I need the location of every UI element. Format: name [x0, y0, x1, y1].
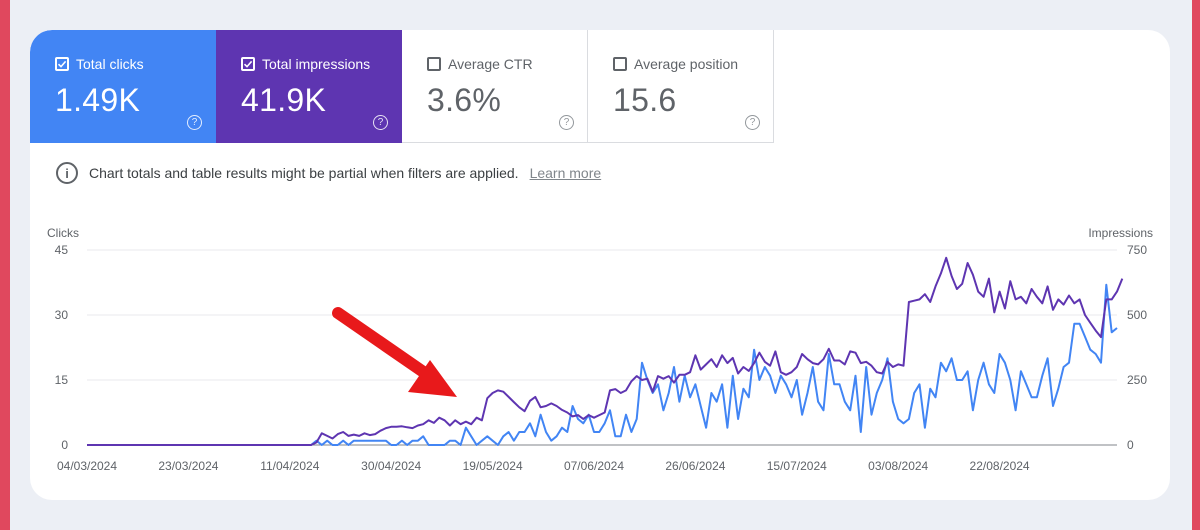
metric-value: 3.6%	[427, 82, 502, 118]
x-tick-label: 04/03/2024	[57, 459, 117, 473]
checkbox-unchecked-icon[interactable]	[427, 57, 441, 71]
frame-left-border	[0, 0, 10, 530]
y-tick-right: 500	[1127, 308, 1147, 322]
metric-average-position[interactable]: Average position 15.6 ?	[588, 30, 774, 143]
y-tick-right: 250	[1127, 373, 1147, 387]
y-tick-left: 15	[55, 373, 69, 387]
y-tick-right: 750	[1127, 243, 1147, 257]
checkbox-checked-icon[interactable]	[241, 57, 255, 71]
x-tick-label: 26/06/2024	[665, 459, 725, 473]
series-line-clicks	[87, 283, 1118, 446]
y-tick-left: 45	[55, 243, 69, 257]
red-arrow-annotation	[332, 307, 457, 397]
partial-results-notice: i Chart totals and table results might b…	[56, 162, 601, 184]
help-icon[interactable]: ?	[373, 115, 388, 130]
x-tick-label: 03/08/2024	[868, 459, 928, 473]
x-tick-label: 23/03/2024	[158, 459, 218, 473]
metric-value: 1.49K	[55, 82, 141, 118]
help-icon[interactable]: ?	[187, 115, 202, 130]
performance-chart: 0 15 30 45 0 250 500 750 Clicks Impressions 04/03/…	[47, 226, 1153, 473]
metric-value: 41.9K	[241, 82, 327, 118]
metric-label: Average CTR	[448, 56, 533, 72]
notice-text: Chart totals and table results might be …	[89, 165, 519, 181]
metric-label: Total clicks	[76, 56, 144, 72]
frame-right-border	[1192, 0, 1200, 530]
y-axis-title-left: Clicks	[47, 226, 79, 240]
series-line-impressions	[87, 256, 1124, 446]
x-tick-label: 11/04/2024	[260, 459, 319, 473]
y-tick-right: 0	[1127, 438, 1134, 452]
help-icon[interactable]: ?	[745, 115, 760, 130]
performance-card: Total clicks 1.49K ? Total impressions 4…	[30, 30, 1170, 500]
info-icon: i	[56, 162, 78, 184]
checkbox-checked-icon[interactable]	[55, 57, 69, 71]
x-tick-label: 19/05/2024	[463, 459, 523, 473]
metric-average-ctr[interactable]: Average CTR 3.6% ?	[402, 30, 588, 143]
y-tick-left: 0	[61, 438, 68, 452]
metric-value: 15.6	[613, 82, 677, 118]
x-tick-label: 22/08/2024	[970, 459, 1030, 473]
metric-label: Total impressions	[262, 56, 371, 72]
help-icon[interactable]: ?	[559, 115, 574, 130]
x-tick-label: 15/07/2024	[767, 459, 827, 473]
metric-label: Average position	[634, 56, 739, 72]
learn-more-link[interactable]: Learn more	[529, 165, 602, 181]
checkbox-unchecked-icon[interactable]	[613, 57, 627, 71]
metric-total-impressions[interactable]: Total impressions 41.9K ?	[216, 30, 402, 143]
y-tick-left: 30	[55, 308, 69, 322]
y-axis-title-right: Impressions	[1088, 226, 1153, 240]
x-tick-label: 30/04/2024	[361, 459, 421, 473]
x-tick-label: 07/06/2024	[564, 459, 624, 473]
metric-tabs: Total clicks 1.49K ? Total impressions 4…	[30, 30, 774, 143]
metric-total-clicks[interactable]: Total clicks 1.49K ?	[30, 30, 216, 143]
